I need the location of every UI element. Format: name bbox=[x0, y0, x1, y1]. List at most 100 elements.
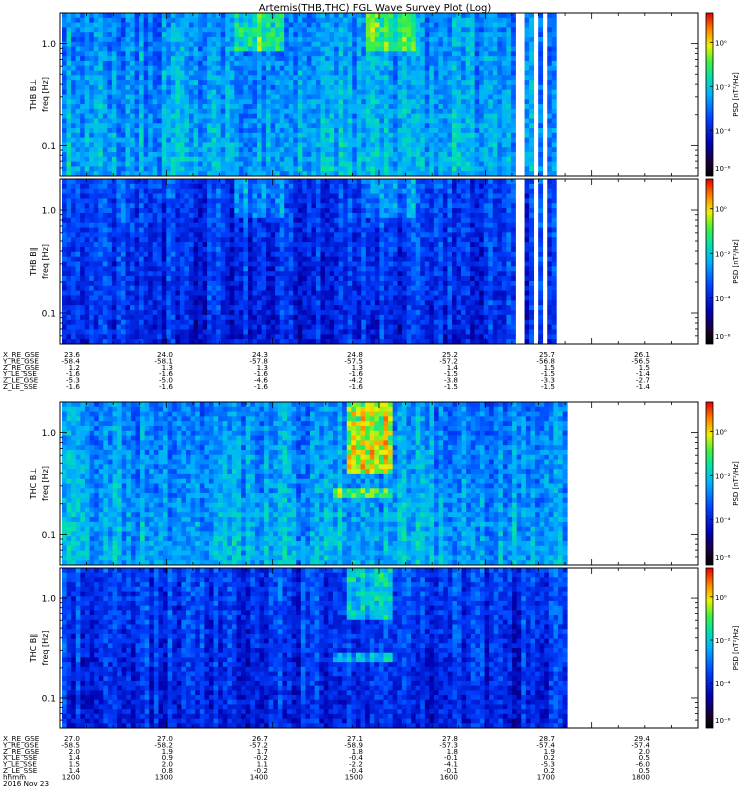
spectrogram-cell bbox=[442, 147, 448, 153]
spectrogram-cell bbox=[488, 152, 494, 158]
spectrogram-cell bbox=[356, 89, 362, 95]
spectrogram-cell bbox=[275, 152, 281, 158]
spectrogram-cell bbox=[461, 32, 466, 38]
spectrogram-cell bbox=[175, 290, 181, 296]
spectrogram-cell bbox=[438, 132, 444, 139]
spectrogram-cell bbox=[470, 60, 476, 67]
spectrogram-cell bbox=[501, 132, 507, 139]
spectrogram-cell bbox=[202, 271, 208, 277]
spectrogram-cell bbox=[361, 65, 367, 71]
spectrogram-cell bbox=[442, 132, 448, 139]
spectrogram-cell bbox=[438, 104, 444, 110]
spectrogram-cell bbox=[193, 99, 199, 105]
spectrogram-cell bbox=[252, 94, 258, 100]
spectrogram-cell bbox=[157, 324, 163, 330]
spectrogram-cell bbox=[116, 60, 122, 67]
spectrogram-cell bbox=[492, 104, 498, 110]
spectrogram-cell bbox=[551, 13, 557, 19]
spectrogram-cell bbox=[220, 142, 226, 148]
spectrogram-cell bbox=[538, 51, 544, 57]
spectrogram-cell bbox=[252, 152, 258, 158]
spectrogram-cell bbox=[365, 75, 371, 81]
spectrogram-cell bbox=[220, 314, 226, 321]
spectrogram-cell bbox=[551, 147, 557, 153]
spectrogram-cell bbox=[470, 80, 476, 86]
spectrogram-cell bbox=[66, 41, 72, 47]
spectrogram-cell bbox=[302, 99, 308, 105]
spectrogram-cell bbox=[288, 89, 294, 95]
spectrogram-cell bbox=[379, 99, 385, 105]
spectrogram-cell bbox=[257, 80, 262, 86]
spectrogram-cell bbox=[247, 70, 253, 76]
spectrogram-cell bbox=[62, 60, 67, 67]
spectrogram-cell bbox=[66, 80, 72, 86]
spectrogram-cell bbox=[510, 142, 516, 148]
spectrogram-cell bbox=[139, 256, 145, 262]
spectrogram-cell bbox=[116, 246, 122, 253]
spectrogram-cell bbox=[80, 285, 86, 292]
spectrogram-cell bbox=[297, 137, 303, 143]
spectrogram-cell bbox=[179, 295, 185, 301]
spectrogram-cell bbox=[266, 17, 271, 23]
spectrogram-cell bbox=[102, 198, 108, 204]
spectrogram-cell bbox=[75, 193, 81, 199]
spectrogram-cell bbox=[442, 108, 448, 115]
spectrogram-cell bbox=[238, 65, 244, 71]
spectrogram-cell bbox=[438, 13, 444, 19]
spectrogram-cell bbox=[420, 99, 426, 105]
spectrogram-cell bbox=[66, 212, 72, 219]
spectrogram-cell bbox=[130, 280, 135, 287]
spectrogram-cell bbox=[538, 84, 544, 91]
spectrogram-cell bbox=[338, 128, 344, 134]
spectrogram-cell bbox=[406, 70, 412, 76]
spectrogram-cell bbox=[524, 27, 530, 33]
spectrogram-cell bbox=[538, 17, 544, 23]
spectrogram-cell bbox=[143, 75, 149, 81]
spectrogram-cell bbox=[483, 75, 489, 81]
spectrogram-cell bbox=[297, 128, 303, 134]
spectrogram-cell bbox=[225, 198, 231, 204]
spectrogram-cell bbox=[442, 70, 448, 76]
spectrogram-cell bbox=[161, 193, 167, 199]
spectrogram-cell bbox=[343, 80, 349, 86]
spectrogram-cell bbox=[370, 41, 376, 47]
spectrogram-cell bbox=[111, 208, 117, 214]
spectrogram-cell bbox=[420, 147, 426, 153]
spectrogram-cell bbox=[207, 276, 213, 282]
spectrogram-cell bbox=[93, 108, 99, 115]
spectrogram-cell bbox=[62, 183, 67, 190]
spectrogram-cell bbox=[84, 22, 90, 28]
spectrogram-cell bbox=[161, 156, 167, 163]
spectrogram-cell bbox=[143, 51, 149, 57]
spectrogram-cell bbox=[71, 222, 76, 228]
spectrogram-cell bbox=[383, 27, 389, 33]
spectrogram-cell bbox=[438, 118, 444, 124]
spectrogram-cell bbox=[247, 128, 253, 134]
spectrogram-cell bbox=[397, 104, 403, 110]
spectrogram-cell bbox=[284, 137, 290, 143]
spectrogram-cell bbox=[130, 152, 135, 158]
spectrogram-cell bbox=[202, 310, 208, 316]
spectrogram-cell bbox=[125, 147, 131, 153]
spectrogram-cell bbox=[220, 161, 226, 167]
spectrogram-cell bbox=[134, 56, 140, 62]
spectrogram-cell bbox=[161, 41, 167, 47]
spectrogram-cell bbox=[184, 75, 190, 81]
spectrogram-cell bbox=[374, 84, 380, 91]
spectrogram-cell bbox=[139, 60, 145, 67]
spectrogram-cell bbox=[424, 123, 430, 129]
spectrogram-cell bbox=[302, 113, 308, 119]
spectrogram-cell bbox=[111, 232, 117, 238]
spectrogram-cell bbox=[451, 166, 457, 172]
spectrogram-cell bbox=[89, 171, 95, 177]
spectrogram-cell bbox=[429, 147, 435, 153]
spectrogram-cell bbox=[393, 56, 398, 62]
spectrogram-cell bbox=[62, 132, 67, 139]
spectrogram-cell bbox=[66, 198, 72, 204]
spectrogram-cell bbox=[370, 123, 376, 129]
spectrogram-cell bbox=[188, 17, 194, 23]
spectrogram-cell bbox=[370, 104, 376, 110]
spectrogram-cell bbox=[98, 295, 104, 301]
spectrogram-cell bbox=[243, 51, 249, 57]
spectrogram-cell bbox=[62, 212, 67, 219]
